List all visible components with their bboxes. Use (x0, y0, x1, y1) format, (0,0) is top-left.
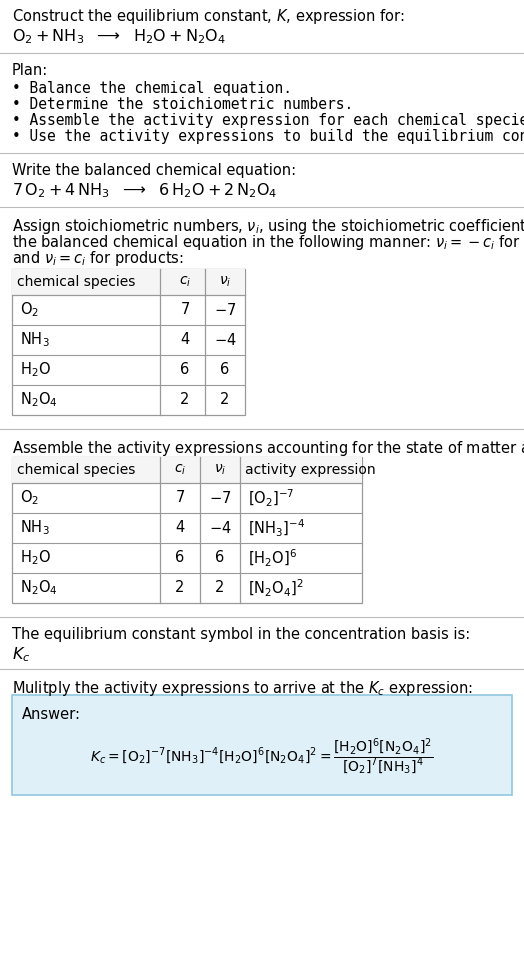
Bar (12, 269, 245, 415)
Text: chemical species: chemical species (17, 463, 135, 477)
Text: $\mathrm{NH_3}$: $\mathrm{NH_3}$ (20, 518, 50, 538)
Text: $-4$: $-4$ (209, 520, 231, 536)
Text: Write the balanced chemical equation:: Write the balanced chemical equation: (12, 163, 296, 178)
Text: $c_i$: $c_i$ (179, 275, 191, 290)
Text: 6: 6 (180, 363, 190, 377)
Text: 2: 2 (215, 581, 225, 595)
Text: Construct the equilibrium constant, $K$, expression for:: Construct the equilibrium constant, $K$,… (12, 7, 405, 26)
Text: $[\mathrm{NH_3}]^{-4}$: $[\mathrm{NH_3}]^{-4}$ (248, 517, 305, 538)
Text: Answer:: Answer: (22, 707, 81, 722)
Text: $\mathrm{7\,O_2 + 4\,NH_3}$  $\longrightarrow$  $\mathrm{6\,H_2O + 2\,N_2O_4}$: $\mathrm{7\,O_2 + 4\,NH_3}$ $\longrighta… (12, 181, 277, 200)
Text: 7: 7 (180, 302, 190, 317)
Bar (12, 457, 362, 603)
Text: $K_c$: $K_c$ (12, 645, 30, 664)
Text: $[\mathrm{O_2}]^{-7}$: $[\mathrm{O_2}]^{-7}$ (248, 487, 294, 509)
Text: and $\nu_i = c_i$ for products:: and $\nu_i = c_i$ for products: (12, 249, 184, 268)
Text: 7: 7 (176, 490, 184, 506)
Text: $\nu_i$: $\nu_i$ (214, 463, 226, 478)
Text: the balanced chemical equation in the following manner: $\nu_i = -c_i$ for react: the balanced chemical equation in the fo… (12, 233, 524, 252)
Text: • Balance the chemical equation.: • Balance the chemical equation. (12, 81, 292, 96)
Text: $\mathrm{O_2}$: $\mathrm{O_2}$ (20, 301, 39, 319)
Text: $\mathrm{H_2O}$: $\mathrm{H_2O}$ (20, 549, 51, 567)
Text: Assemble the activity expressions accounting for the state of matter and $\nu_i$: Assemble the activity expressions accoun… (12, 439, 524, 458)
Text: $\mathrm{O_2 + NH_3}$  $\longrightarrow$  $\mathrm{H_2O + N_2O_4}$: $\mathrm{O_2 + NH_3}$ $\longrightarrow$ … (12, 27, 226, 45)
Text: • Assemble the activity expression for each chemical species.: • Assemble the activity expression for e… (12, 113, 524, 128)
Text: $[\mathrm{H_2O}]^{6}$: $[\mathrm{H_2O}]^{6}$ (248, 547, 297, 568)
Text: Mulitply the activity expressions to arrive at the $K_c$ expression:: Mulitply the activity expressions to arr… (12, 679, 473, 698)
Text: 6: 6 (215, 550, 225, 565)
Bar (12, 457, 362, 483)
Text: 2: 2 (220, 393, 230, 407)
Text: chemical species: chemical species (17, 275, 135, 289)
Text: $\mathrm{N_2O_4}$: $\mathrm{N_2O_4}$ (20, 579, 58, 597)
FancyBboxPatch shape (12, 695, 512, 795)
Text: • Use the activity expressions to build the equilibrium constant expression.: • Use the activity expressions to build … (12, 129, 524, 144)
Text: 2: 2 (180, 393, 190, 407)
Bar (12, 269, 245, 295)
Text: $\mathrm{NH_3}$: $\mathrm{NH_3}$ (20, 331, 50, 349)
Text: $-7$: $-7$ (209, 490, 231, 506)
Text: 4: 4 (176, 520, 184, 536)
Text: • Determine the stoichiometric numbers.: • Determine the stoichiometric numbers. (12, 97, 353, 112)
Text: activity expression: activity expression (245, 463, 376, 477)
Text: $\mathrm{N_2O_4}$: $\mathrm{N_2O_4}$ (20, 391, 58, 409)
Text: $-7$: $-7$ (214, 302, 236, 318)
Text: $\mathrm{H_2O}$: $\mathrm{H_2O}$ (20, 361, 51, 379)
Text: $\mathrm{O_2}$: $\mathrm{O_2}$ (20, 488, 39, 508)
Text: 2: 2 (176, 581, 184, 595)
Text: 4: 4 (180, 333, 190, 347)
Text: 6: 6 (221, 363, 230, 377)
Text: Assign stoichiometric numbers, $\nu_i$, using the stoichiometric coefficients, $: Assign stoichiometric numbers, $\nu_i$, … (12, 217, 524, 236)
Text: $K_c = [\mathrm{O_2}]^{-7}[\mathrm{NH_3}]^{-4}[\mathrm{H_2O}]^{6}[\mathrm{N_2O_4: $K_c = [\mathrm{O_2}]^{-7}[\mathrm{NH_3}… (90, 737, 434, 777)
Text: $\nu_i$: $\nu_i$ (219, 275, 231, 290)
Text: 6: 6 (176, 550, 184, 565)
Text: Plan:: Plan: (12, 63, 48, 78)
Text: $[\mathrm{N_2O_4}]^{2}$: $[\mathrm{N_2O_4}]^{2}$ (248, 577, 303, 598)
Text: $c_i$: $c_i$ (174, 463, 186, 478)
Text: The equilibrium constant symbol in the concentration basis is:: The equilibrium constant symbol in the c… (12, 627, 470, 642)
Text: $-4$: $-4$ (214, 332, 236, 348)
